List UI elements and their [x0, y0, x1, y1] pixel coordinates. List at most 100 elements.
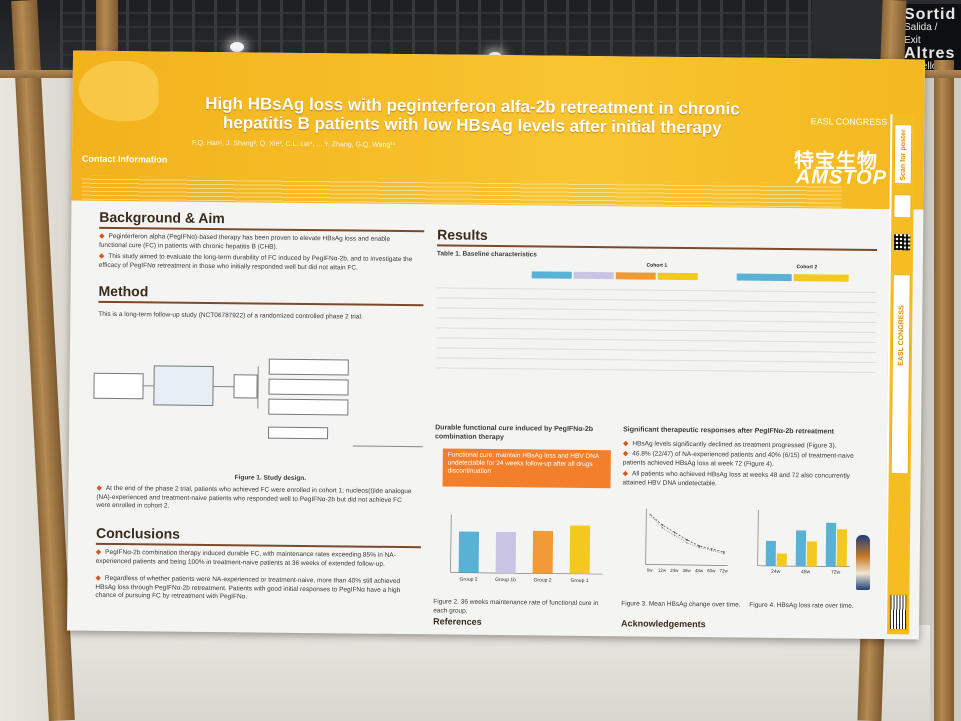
background-bullet: This study aimed to evaluate the long-te… — [99, 253, 419, 273]
durable-heading: Durable functional cure induced by PegIF… — [435, 424, 594, 441]
study-design-diagram — [93, 343, 424, 456]
data-point — [686, 541, 688, 544]
table1-title: Table 1. Baseline characteristics — [436, 250, 537, 259]
bar — [495, 531, 517, 574]
data-point — [661, 524, 664, 526]
diagram-axis — [352, 445, 423, 448]
bar-label: Group 1b — [495, 577, 516, 583]
author-list: F.Q. Han¹, J. Shang², Q. Xie³, C.L. Lei⁴… — [192, 139, 396, 149]
wooden-post-far-right — [934, 60, 954, 721]
data-point — [673, 531, 676, 534]
retreat-bullet: 46.8% (22/47) of NA-experienced patients… — [623, 450, 863, 470]
figure2-caption: Figure 2. 36 weeks maintenance rate of f… — [433, 598, 599, 615]
conclusion-bullet: PegIFNα-2b combination therapy induced d… — [96, 549, 416, 569]
board-base — [60, 625, 930, 721]
contact-heading: Contact Information — [81, 153, 168, 165]
sidebar-box: EASL CONGRESS — [890, 274, 911, 475]
tick-label: 60w — [707, 568, 716, 573]
tick-label: 12w — [658, 568, 667, 573]
table-header-cell — [615, 272, 656, 280]
series-line — [649, 514, 724, 554]
bar — [836, 529, 848, 567]
bar-label: Group 1 — [570, 578, 588, 584]
method-heading: Method — [98, 282, 149, 300]
contact-info: Contact Information — [82, 154, 192, 165]
table-header-cell — [531, 271, 572, 279]
background-heading: Background & Aim — [99, 208, 225, 227]
y-axis — [450, 514, 452, 573]
section-rule — [98, 300, 424, 307]
bar — [569, 525, 591, 574]
hbsag-loss-chart: 24w 48w 72w — [757, 509, 850, 576]
conclusions-heading: Conclusions — [95, 524, 181, 542]
diagram-box — [93, 372, 144, 400]
results-heading: Results — [437, 226, 488, 243]
bar — [776, 553, 787, 567]
sidebar-label: EASL CONGRESS — [897, 305, 906, 366]
poster-header: High HBsAg loss with peginterferon alfa-… — [71, 50, 926, 210]
tick-label: 0w — [647, 568, 654, 573]
tick-label: 72w — [719, 568, 728, 573]
data-point — [710, 549, 713, 552]
x-axis — [645, 564, 728, 566]
baseline-table: Cohort 1 Cohort 2 — [435, 260, 877, 383]
hbsag-change-chart: 0w 12w 24w 36w 48w 60w 72w — [645, 508, 729, 573]
exit-sign-line4: Pabellones — [904, 61, 954, 72]
significant-heading: Significant therapeutic responses after … — [623, 426, 835, 436]
poster-sidebar: Scan for poster EASL CONGRESS — [884, 114, 915, 635]
method-text: This is a long-term follow-up study (NCT… — [98, 310, 363, 321]
diagram-box — [268, 378, 349, 396]
section-rule — [99, 226, 425, 233]
sidebar-label: Scan for poster — [899, 129, 908, 181]
figure1-caption: Figure 1. Study design. — [234, 474, 307, 483]
functional-cure-callout: Functional cure: maintain HBsAg loss and… — [442, 448, 611, 489]
fc-maintenance-chart: Group 2 Group 1b Group 2 Group 1 — [450, 514, 603, 584]
section-rule — [437, 244, 878, 251]
amoytop-logo-en: AMSTOP — [795, 166, 888, 190]
references-heading: References — [433, 616, 482, 627]
bar — [458, 531, 480, 573]
table-header-cell — [573, 271, 614, 280]
y-axis — [757, 509, 759, 566]
poster-title: High HBsAg loss with peginterferon alfa-… — [205, 93, 740, 138]
diagram-box — [268, 426, 329, 440]
data-point — [661, 527, 664, 529]
phone-icon — [893, 194, 912, 219]
person-in-background — [856, 535, 870, 590]
data-point — [698, 545, 701, 547]
exit-sign-line1: Sortid — [904, 6, 957, 23]
diagram-box — [153, 365, 214, 407]
table-header-cell — [657, 272, 698, 281]
section-rule — [95, 542, 421, 549]
tick-label: 36w — [682, 568, 691, 573]
poster-content: Background & Aim Peginterferon alpha (Pe… — [81, 203, 885, 631]
tick-label: 72w — [831, 570, 841, 576]
liver-illustration — [78, 60, 159, 122]
bar — [795, 530, 807, 567]
background-bullet: Peginterferon alpha (PegIFNα)-based ther… — [99, 233, 419, 253]
diagram-line — [143, 385, 154, 387]
figure3-caption: Figure 3. Mean HBsAg change over time. — [621, 600, 741, 609]
diagram-line — [213, 386, 234, 388]
poster: High HBsAg loss with peginterferon alfa-… — [66, 50, 926, 640]
data-point — [698, 546, 701, 549]
sidebar-box: Scan for poster — [893, 124, 913, 185]
series-line — [649, 514, 724, 553]
diagram-box — [268, 398, 349, 416]
easl-congress-label: EASL CONGRESS — [810, 116, 888, 128]
tick-label: 24w — [670, 568, 679, 573]
wooden-post-left-top — [96, 0, 118, 60]
tick-label: 24w — [771, 569, 781, 575]
diagram-box — [268, 358, 349, 376]
tick-label: 48w — [695, 568, 704, 573]
y-axis — [645, 508, 647, 565]
tick-label: 48w — [801, 569, 811, 575]
conclusion-bullet: Regardless of whether patients were NA-e… — [95, 575, 415, 604]
exit-sign-line3: Altres — [904, 45, 956, 62]
data-point — [722, 551, 725, 553]
table-header-cell — [793, 274, 849, 282]
bar — [806, 541, 817, 567]
diagram-line — [257, 366, 259, 409]
exit-sign-line2: Salida / Exit — [904, 22, 938, 46]
data-point — [722, 552, 725, 555]
